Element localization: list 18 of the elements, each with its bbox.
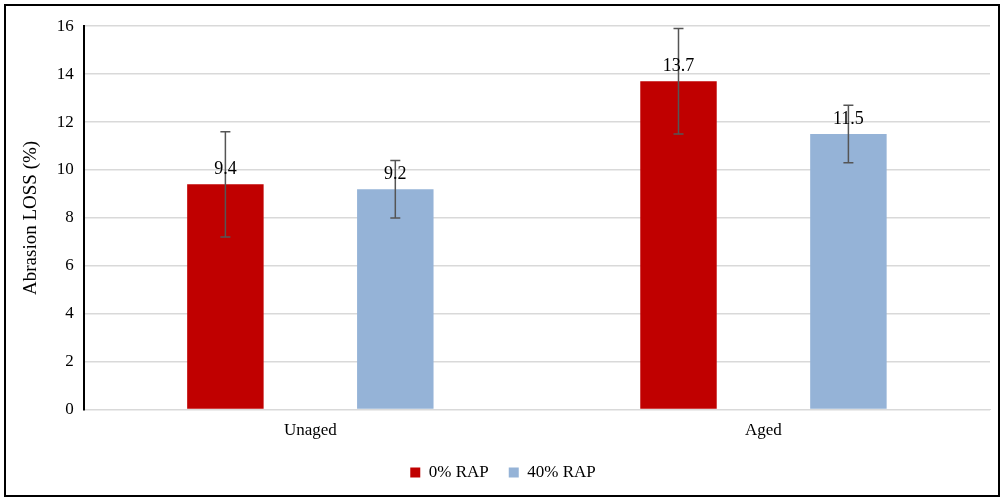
bar [640, 81, 717, 409]
y-tick-label: 4 [65, 303, 75, 323]
y-tick-label: 16 [56, 15, 74, 35]
bar [187, 184, 264, 409]
y-tick-label: 6 [65, 255, 74, 275]
x-tick-label: Aged [745, 420, 783, 440]
x-tick-label: Unaged [283, 420, 338, 440]
y-tick-label: 10 [56, 159, 74, 179]
legend-label: 40% RAP [527, 461, 596, 481]
y-tick-label: 2 [65, 351, 74, 371]
y-axis-title: Abrasion LOSS (%) [19, 140, 42, 295]
y-tick-label: 12 [56, 111, 74, 131]
y-tick-label: 8 [65, 207, 74, 227]
bar [357, 189, 434, 409]
bar [810, 134, 887, 409]
legend-label: 0% RAP [428, 461, 489, 481]
y-tick-label: 14 [56, 63, 75, 83]
y-tick-label: 0 [65, 399, 74, 419]
